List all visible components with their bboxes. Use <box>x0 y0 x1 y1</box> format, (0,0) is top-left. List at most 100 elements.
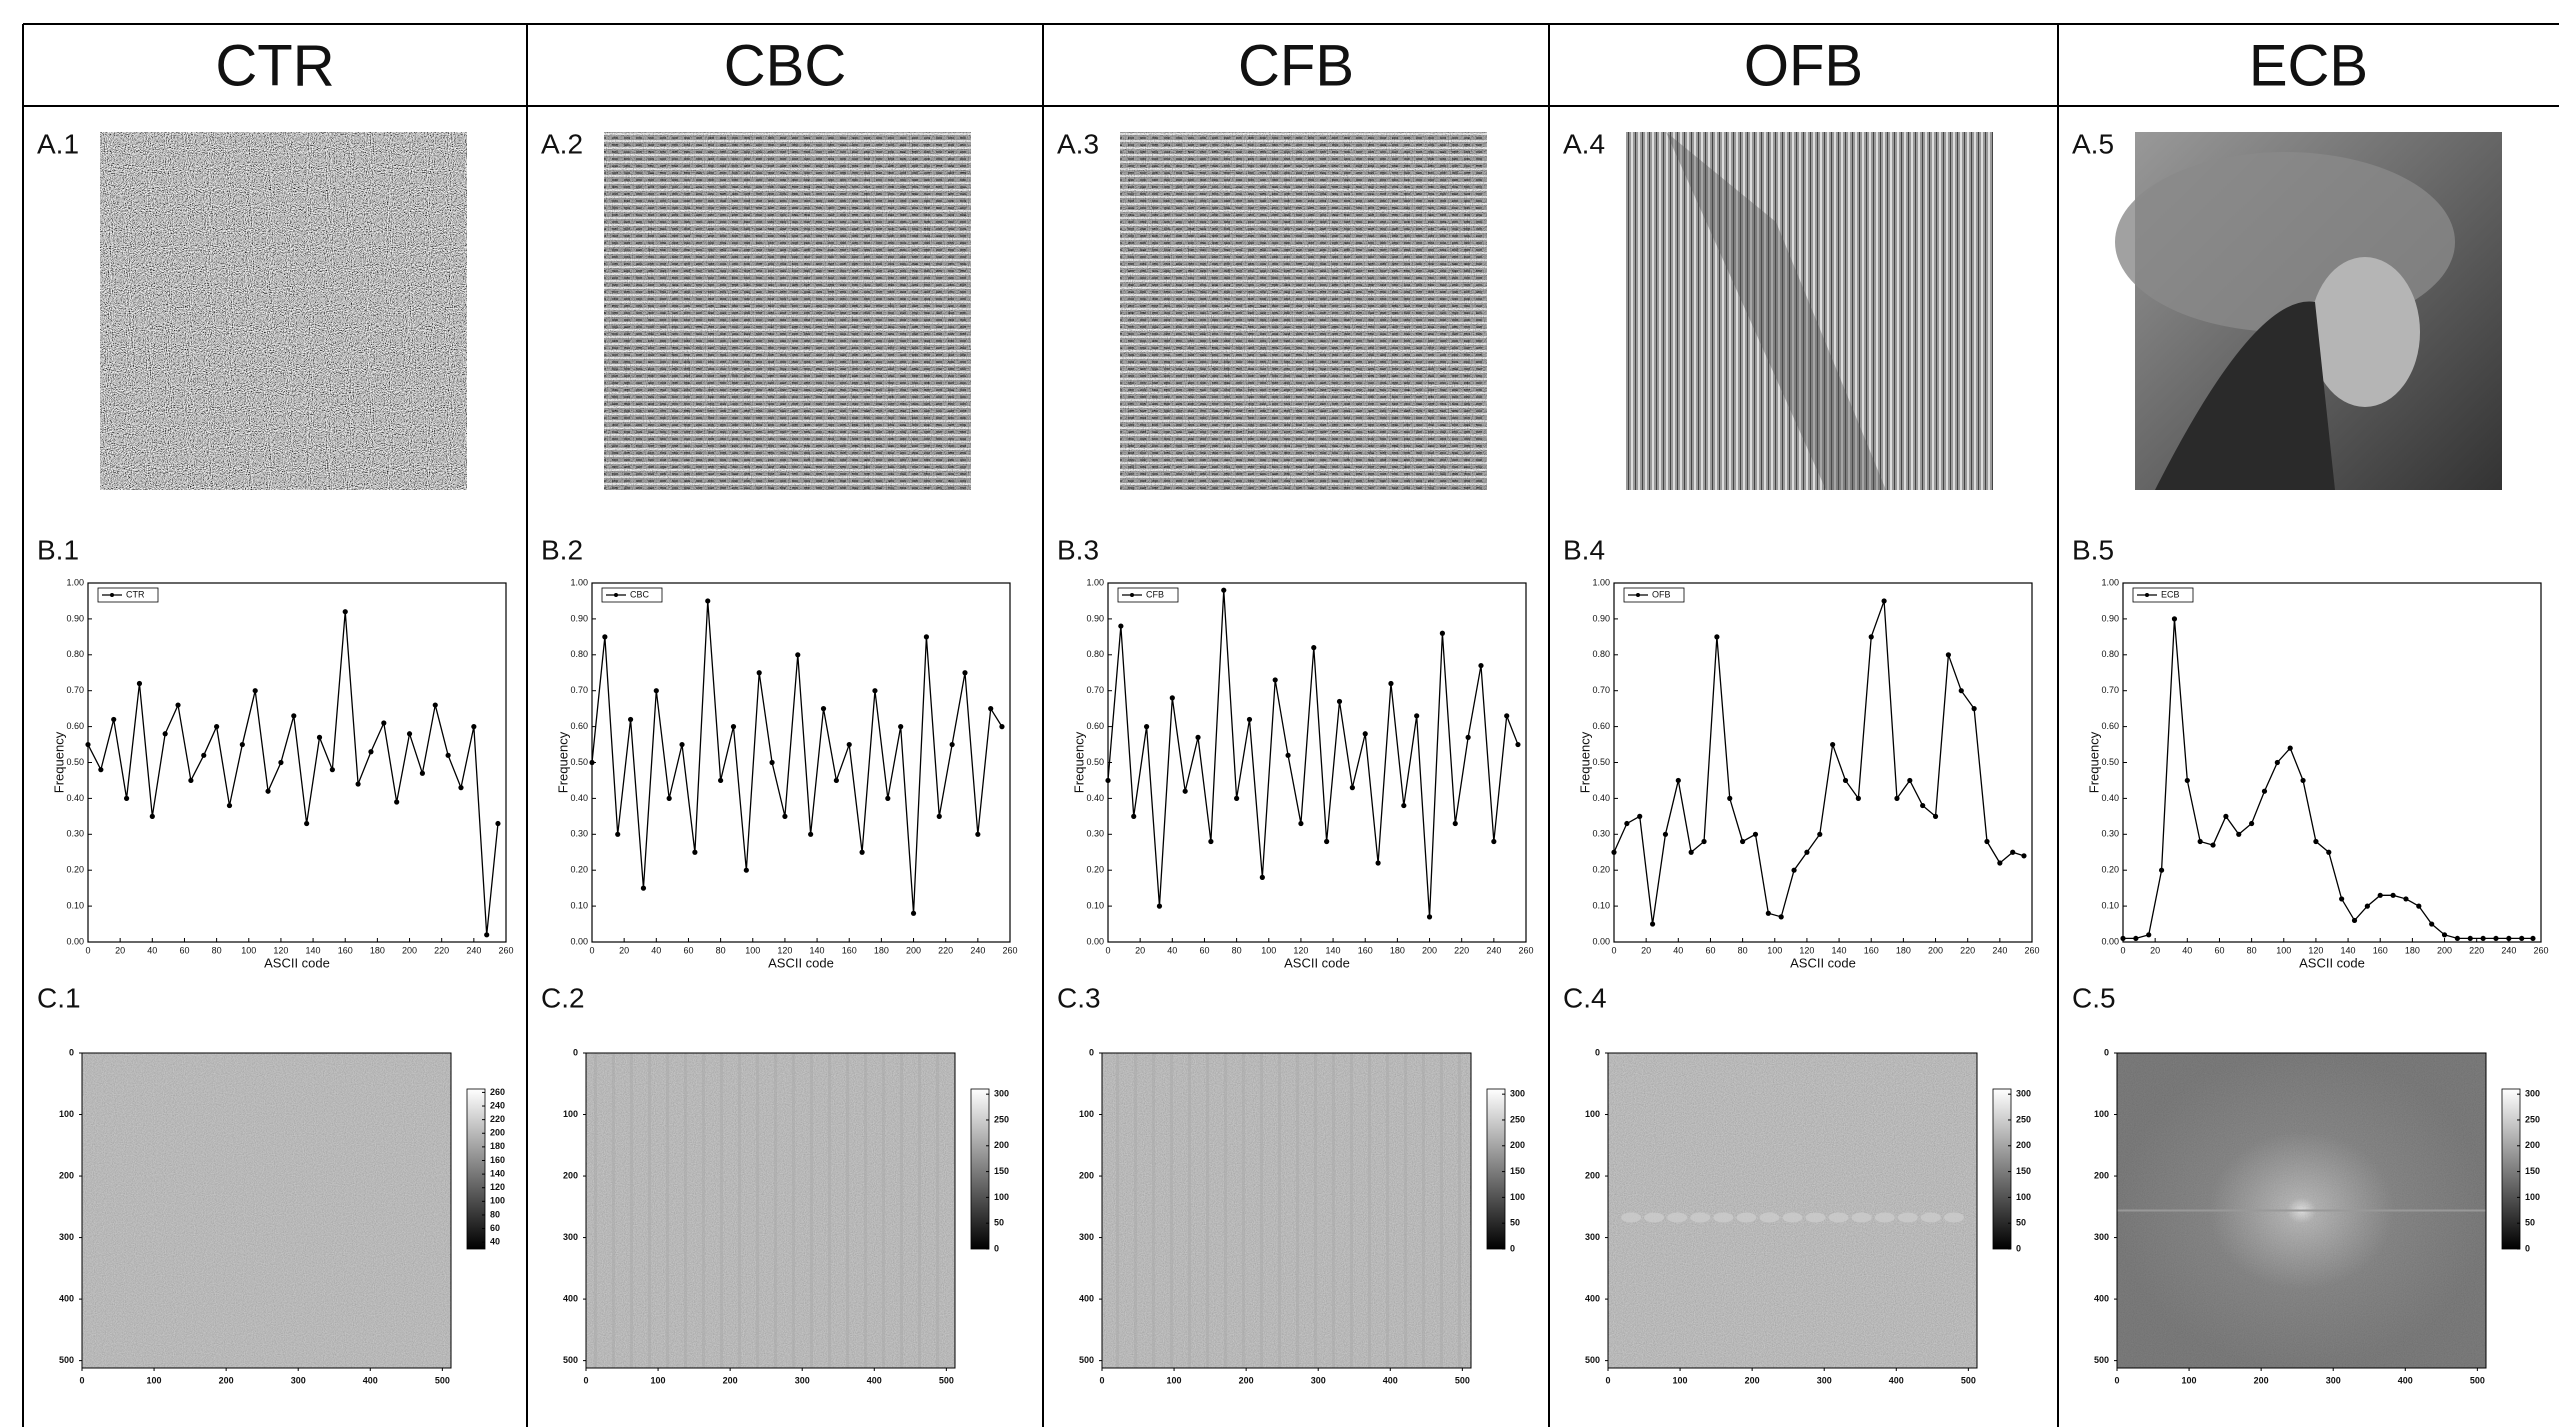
column-title: ECB <box>2249 33 2368 98</box>
y-tick-label: 0.90 <box>1086 613 1104 623</box>
x-tick-label: 140 <box>1326 945 1341 955</box>
x-tick-label: 500 <box>435 1375 450 1385</box>
y-tick-label: 500 <box>2094 1355 2109 1365</box>
colorbar-tick-label: 150 <box>2016 1166 2031 1176</box>
x-tick-label: 220 <box>938 945 953 955</box>
data-point <box>419 770 425 776</box>
data-point <box>149 813 155 819</box>
data-point <box>2249 820 2255 827</box>
data-point <box>820 706 827 712</box>
y-tick-label: 0.80 <box>570 649 588 659</box>
x-tick-label: 120 <box>1799 945 1814 955</box>
data-point <box>1778 914 1784 920</box>
cipher-image <box>100 132 467 490</box>
x-tick-label: 80 <box>212 945 222 955</box>
x-tick-label: 100 <box>147 1375 162 1385</box>
legend-label: ECB <box>2161 589 2180 599</box>
x-tick-label: 20 <box>1641 945 1651 955</box>
data-point <box>2506 935 2512 942</box>
x-tick-label: 20 <box>115 945 125 955</box>
x-tick-label: 40 <box>2182 945 2192 955</box>
colorbar-tick-label: 60 <box>490 1223 500 1233</box>
x-tick-label: 120 <box>1293 945 1308 955</box>
colorbar <box>1992 1088 2012 1250</box>
data-point <box>718 777 724 784</box>
colorbar-tick-label: 0 <box>994 1243 999 1253</box>
y-tick-label: 0.50 <box>570 757 588 767</box>
frame <box>23 23 2559 107</box>
data-point <box>2236 831 2242 837</box>
data-point <box>1515 741 1521 748</box>
y-tick-label: 0.70 <box>1086 685 1104 695</box>
data-point <box>188 777 194 784</box>
colorbar-tick-label: 260 <box>490 1087 505 1097</box>
colorbar-tick-label: 40 <box>490 1237 500 1247</box>
x-tick-label: 0 <box>1611 945 1616 955</box>
data-point <box>910 910 917 916</box>
spectrum-peak <box>1851 1212 1872 1223</box>
x-tick-label: 500 <box>1961 1375 1976 1385</box>
y-tick-label: 0.40 <box>1086 793 1104 803</box>
y-tick-label: 0.70 <box>2101 685 2119 695</box>
panel-label: B.3 <box>1057 534 1099 565</box>
x-tick-label: 80 <box>716 945 726 955</box>
x-tick-label: 300 <box>291 1375 306 1385</box>
colorbar <box>466 1088 486 1250</box>
data-point <box>2530 935 2536 942</box>
series-line <box>1107 590 1519 917</box>
y-tick-label: 300 <box>563 1232 578 1242</box>
x-axis-label: ASCII code <box>264 955 330 970</box>
colorbar-tick-label: 140 <box>490 1168 505 1178</box>
x-tick-label: 100 <box>2276 945 2291 955</box>
data-point <box>278 759 284 766</box>
legend-box <box>97 587 159 603</box>
colorbar-tick-label: 160 <box>490 1155 505 1165</box>
data-point <box>1221 587 1227 593</box>
series-line <box>87 611 499 935</box>
data-point <box>872 688 878 694</box>
data-point <box>2120 935 2126 942</box>
data-point <box>98 767 104 773</box>
data-point <box>1452 820 1458 827</box>
y-tick-label: 500 <box>563 1355 578 1365</box>
colorbar-tick-label: 0 <box>2016 1243 2021 1253</box>
data-point <box>2326 849 2332 855</box>
x-axis-label: ASCII code <box>1790 955 1856 970</box>
y-tick-label: 0.80 <box>1592 649 1610 659</box>
data-point <box>381 720 387 726</box>
colorbar-tick-label: 220 <box>490 1114 505 1124</box>
data-point <box>342 609 348 615</box>
x-tick-label: 500 <box>939 1375 954 1385</box>
x-tick-label: 160 <box>842 945 857 955</box>
y-tick-label: 0 <box>69 1047 74 1057</box>
x-tick-label: 20 <box>619 945 629 955</box>
x-tick-label: 200 <box>402 945 417 955</box>
x-tick-label: 140 <box>1832 945 1847 955</box>
spectrum-peak <box>1828 1212 1849 1223</box>
data-point <box>730 724 737 730</box>
y-tick-label: 0.60 <box>1086 721 1104 731</box>
x-tick-label: 0 <box>79 1375 84 1385</box>
colorbar-tick-label: 50 <box>1510 1218 1520 1228</box>
y-tick-label: 0.20 <box>2101 865 2119 875</box>
data-point <box>1182 788 1188 794</box>
x-tick-label: 40 <box>651 945 661 955</box>
y-tick-label: 400 <box>59 1293 74 1303</box>
y-tick-label: 0.50 <box>2101 757 2119 767</box>
colorbar-tick-label: 200 <box>490 1128 505 1138</box>
x-tick-label: 100 <box>241 945 256 955</box>
data-point <box>471 724 477 730</box>
data-point <box>2010 849 2016 855</box>
data-point <box>1504 713 1510 719</box>
series-line <box>1613 600 2025 925</box>
y-tick-label: 400 <box>1079 1293 1094 1303</box>
data-point <box>1272 677 1278 683</box>
data-point <box>2197 838 2203 845</box>
y-tick-label: 0.10 <box>1086 900 1104 910</box>
panel-label: A.1 <box>37 128 79 159</box>
x-tick-label: 200 <box>1928 945 1943 955</box>
x-tick-label: 300 <box>795 1375 810 1385</box>
y-tick-label: 0.00 <box>1086 936 1104 946</box>
x-tick-label: 400 <box>1383 1375 1398 1385</box>
y-tick-label: 200 <box>1585 1170 1600 1180</box>
